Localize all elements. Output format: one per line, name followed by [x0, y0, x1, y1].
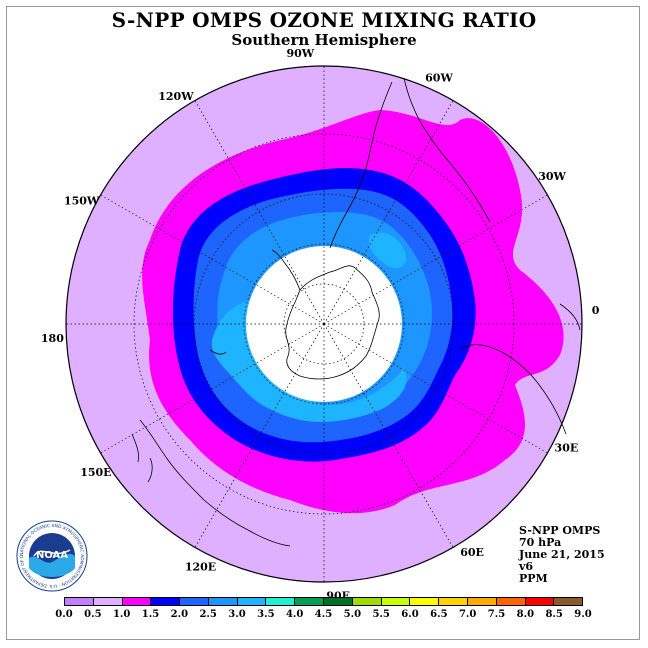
tasmania-coastline [209, 349, 227, 355]
colorbar-swatch [151, 598, 181, 605]
longitude-label: 120E [185, 560, 216, 573]
colorbar-swatch [266, 598, 296, 605]
colorbar-swatch [496, 598, 526, 605]
noaa-emblem: NATIONAL OCEANIC AND ATMOSPHERIC ADMINIS… [14, 516, 88, 592]
meridian-line [194, 323, 325, 548]
antarctic-peninsula-coastline [271, 249, 301, 291]
meridian-line [100, 323, 325, 454]
colorbar-tick-label: 0.0 [55, 609, 73, 620]
colorbar-tick-label: 4.5 [314, 609, 333, 620]
ozone-band-3.0-3.5 [211, 300, 407, 422]
colorbar-swatch [467, 598, 497, 605]
colorbar-tick-label: 2.5 [199, 609, 217, 620]
longitude-label: 30W [538, 170, 566, 183]
south-america-coastline [329, 81, 393, 249]
ozone-band-3.0-3.5 [368, 232, 407, 269]
colorbar-tick-label: 3.0 [228, 609, 246, 620]
colorbar-swatch [93, 598, 123, 605]
colorbar-tick-label: 7.0 [458, 609, 477, 620]
colorbar-swatch [554, 598, 583, 605]
colorbar-tick-label: 2.0 [170, 609, 189, 620]
colorbar-swatch [180, 598, 209, 605]
colorbar-tick-label: 8.0 [516, 609, 535, 620]
colorbar-tick-label: 6.5 [430, 609, 448, 620]
colorbar-swatch [295, 598, 325, 605]
meridian-line [323, 100, 454, 325]
colorbar [64, 597, 583, 606]
colorbar-tick-label: 4.0 [285, 609, 304, 620]
colorbar-swatch [65, 598, 94, 605]
info-instrument: S-NPP OMPS [519, 524, 601, 537]
latitude-circle [243, 243, 405, 405]
map-boundary [65, 65, 583, 583]
coastlines [131, 77, 581, 547]
south-america-east-coastline [403, 77, 491, 223]
info-version: v6 [519, 560, 534, 573]
colorbar-tick-label: 5.5 [372, 609, 390, 620]
colorbar-tick-label: 9.0 [574, 609, 592, 620]
longitude-label: 0 [592, 304, 600, 317]
colorbar-swatch [208, 598, 238, 605]
meridian-line [323, 323, 548, 454]
antarctica-coastline [285, 265, 380, 380]
colorbar-tick-label: 1.0 [112, 609, 131, 620]
longitude-label: 60W [425, 72, 453, 85]
colorbar-swatch [410, 598, 440, 605]
colorbar-swatch [525, 598, 555, 605]
colorbar-swatch [237, 598, 267, 605]
meridian-line [323, 194, 548, 325]
colorbar-tick-label: 0.5 [84, 609, 102, 620]
colorbar-tick-label: 5.0 [343, 609, 362, 620]
colorbar-tick-label: 7.5 [487, 609, 506, 620]
noaa-logo: NATIONAL OCEANIC AND ATMOSPHERIC ADMINIS… [14, 516, 88, 592]
noaa-logo-text: NOAA [36, 550, 68, 561]
longitude-label: 90W [286, 47, 314, 60]
info-units: PPM [519, 572, 548, 585]
map-title: S-NPP OMPS OZONE MIXING RATIO [111, 8, 537, 32]
colorbar-swatch [352, 598, 382, 605]
info-date: June 21, 2015 [519, 548, 605, 561]
colorbar-swatch [324, 598, 353, 605]
image-frame [6, 6, 640, 640]
new-zealand-coastline [131, 433, 153, 483]
longitude-label: 60E [460, 546, 484, 559]
africa-coastline [459, 303, 581, 435]
colorbar-swatch [122, 598, 152, 605]
info-pressure-level: 70 hPa [519, 536, 562, 549]
latitude-circle [133, 133, 515, 515]
colorbar-tick-label: 1.5 [141, 609, 160, 620]
meridian-line [323, 323, 454, 548]
product-info: S-NPP OMPS 70 hPa June 21, 2015 v6 PPM [519, 525, 605, 585]
colorbar-tick-label: 3.5 [257, 609, 275, 620]
colorbar-tick-label: 6.0 [401, 609, 419, 620]
colorbar-swatch [381, 598, 411, 605]
meridian-line [100, 194, 325, 325]
latitude-circle [193, 193, 455, 455]
longitude-label: 30E [555, 442, 579, 455]
meridian-line [194, 100, 325, 325]
graticule [66, 66, 582, 582]
longitude-label: 120W [158, 90, 194, 103]
longitude-label: 150W [64, 195, 100, 208]
colorbar-tick-label: 8.5 [545, 609, 563, 620]
map-subtitle: Southern Hemisphere [231, 31, 417, 49]
australia-coastline [139, 419, 291, 547]
longitude-label: 180 [41, 332, 64, 345]
longitude-label: 150E [80, 466, 111, 479]
latitude-circle [283, 283, 365, 365]
colorbar-tick-labels: 0.0 0.5 1.0 1.5 2.0 2.5 3.0 3.5 4.0 4.5 5.0 5.5 6.0 6… [55, 609, 591, 621]
colorbar-swatch [439, 598, 468, 605]
